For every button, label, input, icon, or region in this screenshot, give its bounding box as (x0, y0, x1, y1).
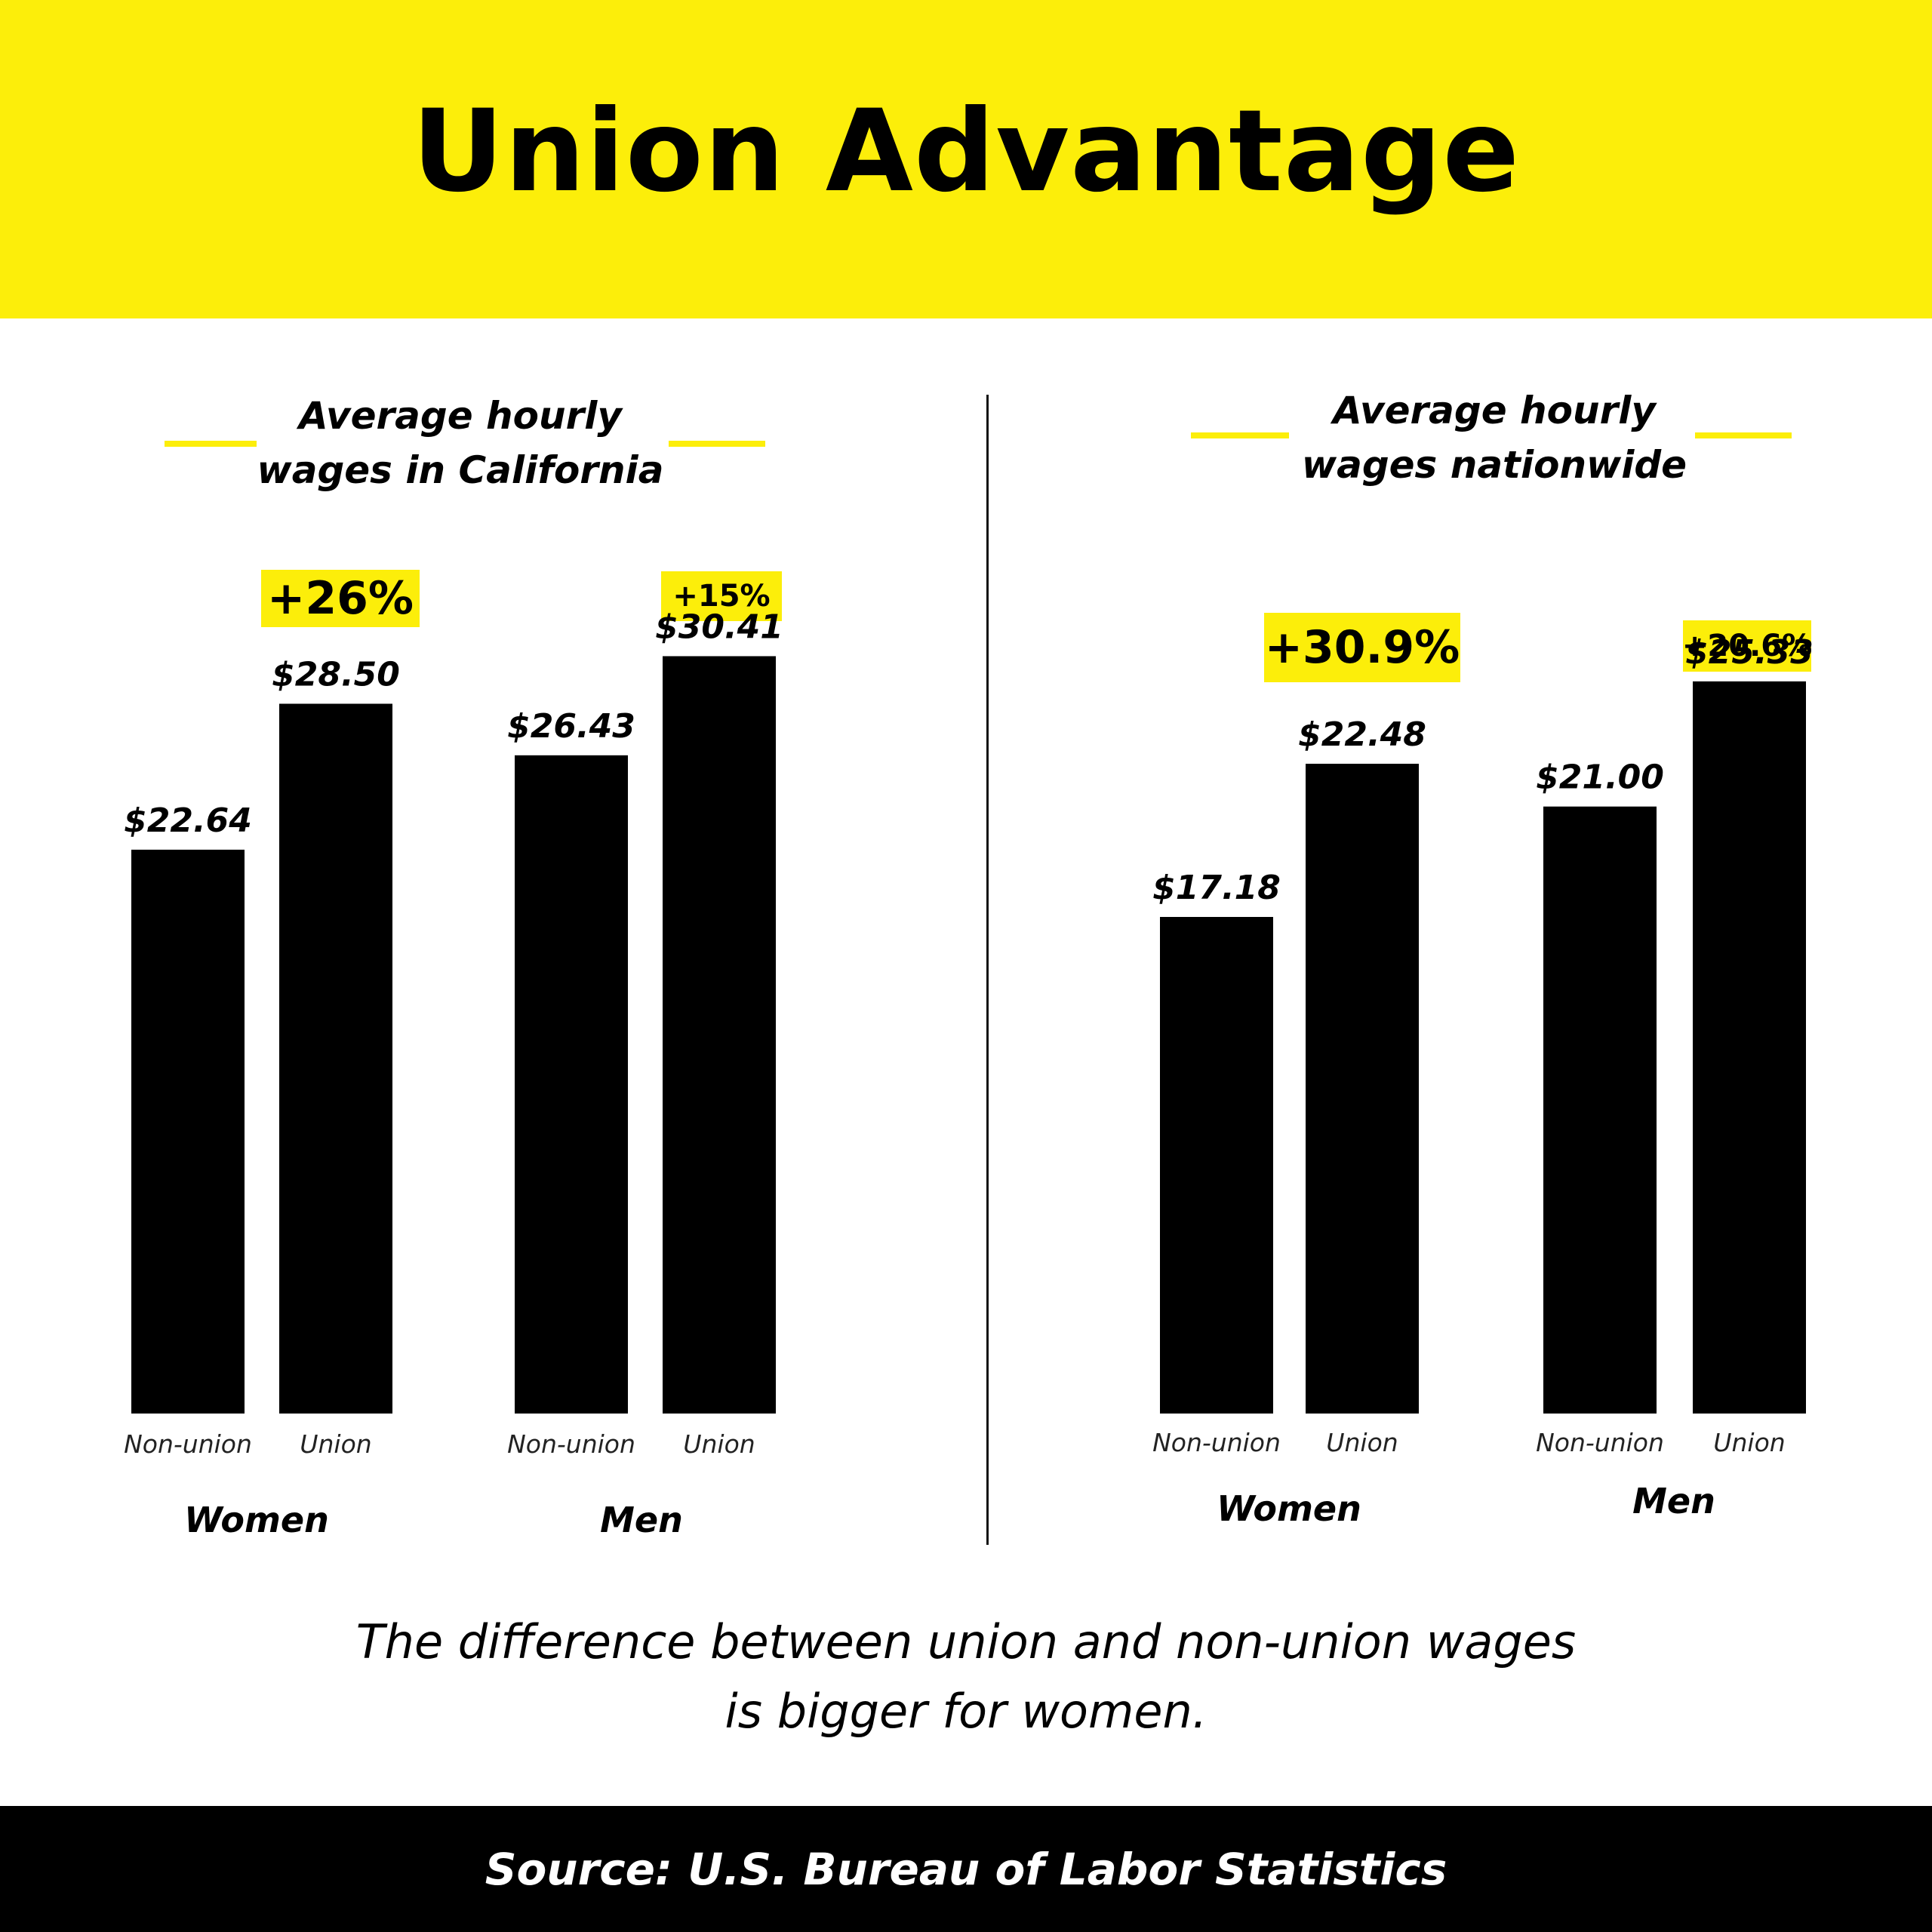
bar-men-non-union (1543, 806, 1657, 1414)
bar-category-label: Non-union (1152, 1428, 1281, 1457)
bar-women-non-union (1160, 917, 1273, 1414)
caption-line-1: The difference between union and non-uni… (355, 1614, 1577, 1669)
source-text: Source: U.S. Bureau of Labor Statistics (485, 1843, 1447, 1895)
bar-category-label: Non-union (124, 1429, 252, 1459)
women-change-badge: +30.9% (1264, 613, 1460, 682)
bar-category-label: Non-union (507, 1429, 635, 1459)
bar-category-label: Union (300, 1429, 371, 1459)
value-label: $22.48 (1298, 715, 1426, 754)
bar-women-non-union (131, 849, 245, 1414)
group-label-men: Men (600, 1500, 683, 1540)
chart-title-line2: wages in California (257, 448, 664, 492)
value-label: $28.50 (272, 656, 400, 694)
panel-divider (986, 395, 989, 1545)
bar-men-union (1693, 681, 1806, 1414)
page-title: Union Advantage (411, 86, 1521, 217)
title-dash-left (1191, 432, 1289, 438)
chart-title-line1: Average hourly (299, 394, 622, 438)
value-label: $25.33 (1685, 633, 1814, 672)
group-label-women: Women (1217, 1488, 1361, 1529)
bar-category-label: Union (1326, 1428, 1398, 1457)
bar-women-union (1306, 764, 1419, 1414)
nationwide-chart-panel: Average hourly wages nationwide +30.9% +… (1152, 383, 1814, 1529)
bar-category-label: Union (683, 1429, 755, 1459)
value-label: $30.41 (655, 608, 783, 646)
men-change-badge: +20.6% (1682, 620, 1812, 672)
women-change-badge: +26% (261, 570, 420, 627)
nationwide-bars: $17.18 Non-union $22.48 Union $21.00 Non-unio… (1152, 633, 1814, 1457)
bar-men-non-union (515, 755, 628, 1414)
bar-category-label: Union (1713, 1428, 1785, 1457)
chart-title-line2: wages nationwide (1301, 443, 1687, 487)
bar-women-union (279, 703, 392, 1414)
chart-title: Average hourly wages nationwide (1283, 383, 1706, 492)
header-banner: Union Advantage (0, 0, 1932, 318)
title-dash-right (1695, 432, 1792, 438)
chart-title: Average hourly wages in California (249, 389, 672, 497)
caption-line-2: is bigger for women. (724, 1684, 1208, 1739)
value-label: $21.00 (1536, 758, 1664, 797)
value-label: $22.64 (124, 801, 252, 840)
group-label-men: Men (1632, 1481, 1715, 1521)
source-footer: Source: U.S. Bureau of Labor Statistics (0, 1806, 1932, 1932)
chart-title-line1: Average hourly (1333, 389, 1656, 432)
california-chart-panel: Average hourly wages in California +26% … (0, 0, 981, 1585)
group-label-women: Women (184, 1500, 329, 1540)
title-dash-right (669, 441, 765, 447)
bar-men-union (663, 656, 776, 1414)
title-dash-left (165, 441, 257, 447)
california-bars: $22.64 Non-union $28.50 Union $26.43 Non-unio… (124, 608, 783, 1459)
chart-caption: The difference between union and non-uni… (0, 1607, 1932, 1746)
value-label: $26.43 (507, 707, 635, 746)
value-label: $17.18 (1152, 869, 1281, 907)
men-change-badge: +15% (661, 571, 782, 621)
bar-category-label: Non-union (1536, 1428, 1664, 1457)
